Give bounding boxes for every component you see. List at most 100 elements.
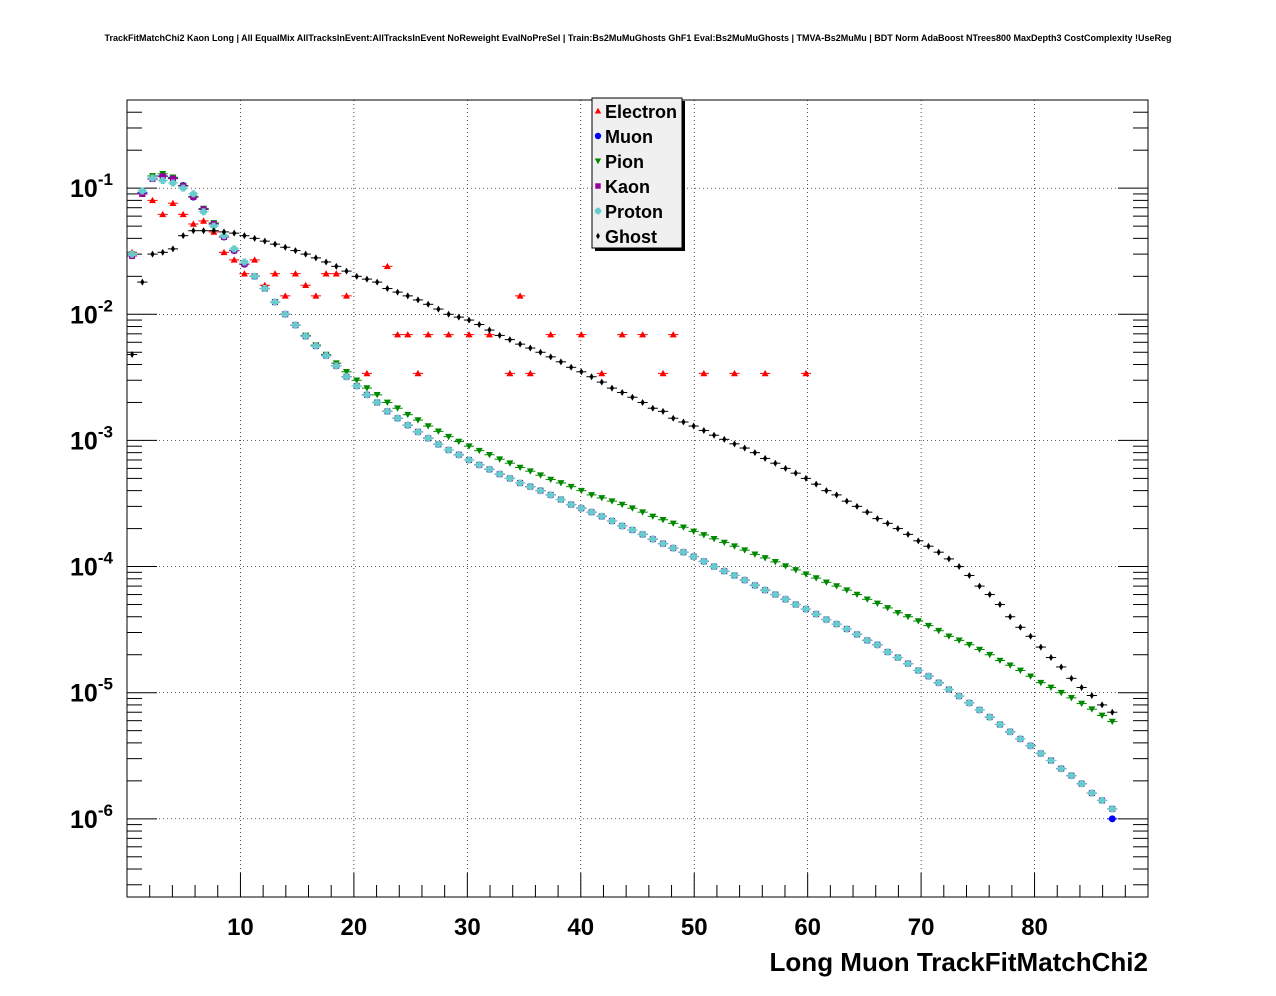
proton-data-point <box>902 660 914 668</box>
ghost-marker <box>497 331 502 339</box>
proton-data-point <box>739 576 750 584</box>
ghost-marker <box>579 368 584 376</box>
pion-data-point <box>341 369 352 376</box>
ghost-data-point <box>504 336 515 344</box>
proton-marker <box>812 610 820 618</box>
ghost-marker <box>344 267 349 275</box>
pion-marker <box>1006 662 1014 669</box>
proton-marker <box>771 591 779 599</box>
pion-data-point <box>647 513 658 520</box>
y-tick-labels: 10-110-210-310-410-510-6 <box>70 170 113 834</box>
ghost-marker <box>1089 692 1094 700</box>
y-tick-label: 10-6 <box>70 801 113 834</box>
proton-data-point <box>249 272 260 280</box>
electron-data-point <box>729 369 740 377</box>
proton-marker <box>873 641 881 649</box>
axis-ticks <box>127 99 1148 897</box>
ghost-marker <box>232 229 237 237</box>
proton-data-point <box>555 496 567 504</box>
proton-marker <box>485 465 493 473</box>
legend-label: Pion <box>605 152 644 172</box>
pion-data-point <box>831 583 842 590</box>
proton-marker <box>649 535 657 543</box>
electron-marker <box>577 331 585 338</box>
pion-marker <box>465 443 473 450</box>
proton-marker <box>394 414 402 422</box>
ghost-marker <box>569 363 574 371</box>
pion-marker <box>1047 684 1055 691</box>
proton-data-point <box>1056 765 1067 773</box>
legend: Electron Muon Pion Kaon Proton Ghost <box>591 97 685 251</box>
pion-marker <box>557 480 565 487</box>
ghost-data-point <box>739 444 750 452</box>
ghost-data-point <box>127 351 138 359</box>
proton-data-point <box>923 672 934 680</box>
electron-marker <box>149 196 157 204</box>
grid <box>127 100 1148 897</box>
proton-marker <box>434 440 442 448</box>
electron-data-point <box>402 331 413 338</box>
proton-marker <box>965 699 973 707</box>
pion-marker <box>669 520 677 527</box>
ghost-marker <box>517 340 523 348</box>
pion-data-point <box>494 456 505 463</box>
ghost-data-point <box>453 313 464 321</box>
proton-data-point <box>729 571 740 579</box>
ghost-marker <box>865 508 870 516</box>
proton-marker <box>710 563 718 571</box>
proton-marker <box>792 601 800 609</box>
ghost-data-point <box>1045 654 1057 662</box>
ghost-marker <box>191 227 196 235</box>
pion-marker <box>822 579 830 586</box>
electron-marker <box>424 331 432 338</box>
ghost-marker <box>1099 701 1105 709</box>
ghost-data-point <box>790 469 801 477</box>
electron-data-point <box>300 281 311 289</box>
proton-data-point <box>514 479 526 487</box>
ghost-data-point <box>137 278 148 286</box>
proton-data-point <box>300 332 311 340</box>
proton-marker <box>914 666 922 674</box>
pion-data-point <box>892 609 903 617</box>
legend-label: Ghost <box>605 227 657 247</box>
pion-data-point <box>688 528 699 535</box>
pion-marker <box>843 587 851 594</box>
electron-marker <box>363 369 371 377</box>
ghost-marker <box>599 378 604 386</box>
ghost-marker <box>313 254 318 262</box>
proton-marker <box>189 190 197 198</box>
y-tick-exponent: -3 <box>98 422 113 441</box>
pion-data-point <box>1005 662 1016 669</box>
series-container <box>127 170 1118 823</box>
pion-marker <box>353 377 361 384</box>
pion-marker <box>792 567 800 574</box>
proton-data-point <box>372 398 383 406</box>
ghost-marker <box>671 414 676 422</box>
pion-marker <box>833 583 841 590</box>
electron-data-point <box>147 196 158 204</box>
ghost-data-point <box>566 363 577 371</box>
electron-data-point <box>310 292 321 299</box>
ghost-data-point <box>178 232 189 240</box>
ghost-marker <box>946 555 952 563</box>
electron-marker <box>669 331 677 338</box>
proton-marker <box>986 713 994 721</box>
ghost-data-point <box>188 227 199 235</box>
ghost-data-point <box>637 398 648 406</box>
proton-marker <box>363 391 371 399</box>
proton-marker <box>843 625 851 633</box>
pion-marker <box>598 495 606 502</box>
proton-marker <box>1037 749 1045 757</box>
pion-data-point <box>372 392 383 399</box>
pion-data-point <box>463 443 475 450</box>
ghost-data-point <box>964 571 975 579</box>
electron-marker <box>159 210 167 218</box>
proton-marker <box>659 540 667 548</box>
ghost-data-point <box>320 258 332 266</box>
ghost-marker <box>681 418 686 426</box>
ghost-data-point <box>443 310 454 318</box>
ghost-marker <box>905 530 911 538</box>
ghost-data-point <box>1086 692 1097 700</box>
pion-data-point <box>1035 679 1046 687</box>
proton-marker <box>200 208 208 216</box>
